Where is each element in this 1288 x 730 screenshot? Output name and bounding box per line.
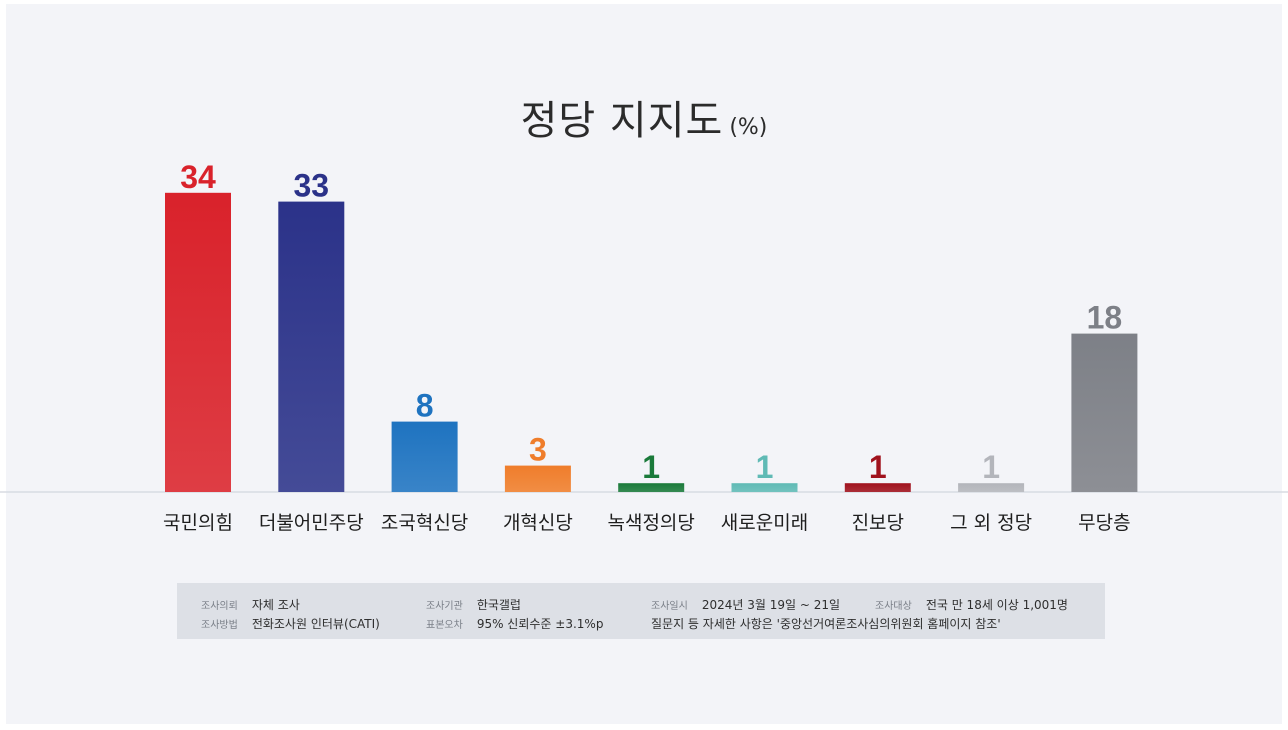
survey-date-key: 조사일시 [651, 601, 688, 612]
survey-note-text: 질문지 등 자세한 사항은 '중앙선거여론조사심의위원회 홈페이지 참조' [651, 617, 1001, 631]
bar-value-label-5: 1 [756, 449, 774, 485]
survey-target-value: 전국 만 18세 이상 1,001명 [925, 598, 1068, 612]
survey-target-key: 조사대상 [875, 601, 912, 612]
category-label-1: 더불어민주당 [259, 512, 364, 534]
bar-value-label-7: 1 [982, 449, 1000, 485]
survey-target: 조사대상 전국 만 18세 이상 1,001명 [875, 596, 1068, 613]
bar-2 [391, 421, 458, 492]
survey-requester-key: 조사의뢰 [201, 601, 238, 612]
chart-title-unit: (%) [729, 115, 768, 140]
survey-date-value: 2024년 3월 19일 ~ 21일 [701, 598, 840, 612]
survey-margin: 표본오차 95% 신뢰수준 ±3.1%p [426, 615, 603, 632]
category-label-2: 조국혁신당 [381, 512, 468, 534]
category-label-3: 개혁신당 [503, 512, 573, 534]
bar-5 [731, 483, 798, 492]
bar-value-label-2: 8 [416, 388, 434, 424]
chart-title-main: 정당 지지도 [520, 98, 724, 144]
survey-agency-value: 한국갤럽 [476, 598, 521, 612]
survey-date: 조사일시 2024년 3월 19일 ~ 21일 [651, 596, 840, 613]
category-label-7: 그 외 정당 [950, 512, 1032, 534]
survey-agency-key: 조사기관 [426, 601, 463, 612]
category-label-5: 새로운미래 [721, 512, 808, 534]
survey-info-box: 조사의뢰 자체 조사 조사기관 한국갤럽 조사일시 2024년 3월 19일 ~ 21… [177, 583, 1105, 639]
bar-value-label-0: 34 [180, 159, 216, 195]
bar-value-label-8: 18 [1087, 300, 1123, 336]
bar-value-label-6: 1 [869, 449, 887, 485]
bar-1 [278, 201, 345, 492]
survey-method: 조사방법 전화조사원 인터뷰(CATI) [201, 615, 380, 632]
survey-agency: 조사기관 한국갤럽 [426, 596, 521, 613]
bar-6 [844, 483, 911, 492]
bar-0 [165, 192, 231, 493]
bar-value-label-4: 1 [642, 449, 660, 485]
bar-value-label-3: 3 [529, 432, 547, 468]
survey-method-key: 조사방법 [201, 620, 238, 631]
survey-note: 질문지 등 자세한 사항은 '중앙선거여론조사심의위원회 홈페이지 참조' [651, 615, 1001, 632]
chart-title: 정당 지지도 (%) [0, 88, 1288, 146]
category-label-0: 국민의힘 [163, 512, 233, 534]
survey-margin-key: 표본오차 [426, 620, 463, 631]
survey-method-value: 전화조사원 인터뷰(CATI) [251, 617, 380, 631]
bar-7 [958, 483, 1025, 492]
survey-requester: 조사의뢰 자체 조사 [201, 596, 300, 613]
bar-8 [1071, 333, 1138, 492]
survey-requester-value: 자체 조사 [251, 598, 300, 612]
bar-3 [504, 465, 571, 492]
bar-4 [618, 483, 685, 492]
category-label-4: 녹색정의당 [607, 512, 694, 534]
bar-chart: 34 국민의힘 33 더불어민주당 8 조국혁신당 3 개혁신당 1 녹색정의당 1 새로운미래 1 진보… [0, 159, 1288, 534]
category-label-6: 진보당 [852, 512, 904, 534]
survey-margin-value: 95% 신뢰수준 ±3.1%p [476, 617, 604, 631]
category-label-8: 무당층 [1078, 512, 1130, 534]
bar-value-label-1: 33 [294, 168, 330, 204]
